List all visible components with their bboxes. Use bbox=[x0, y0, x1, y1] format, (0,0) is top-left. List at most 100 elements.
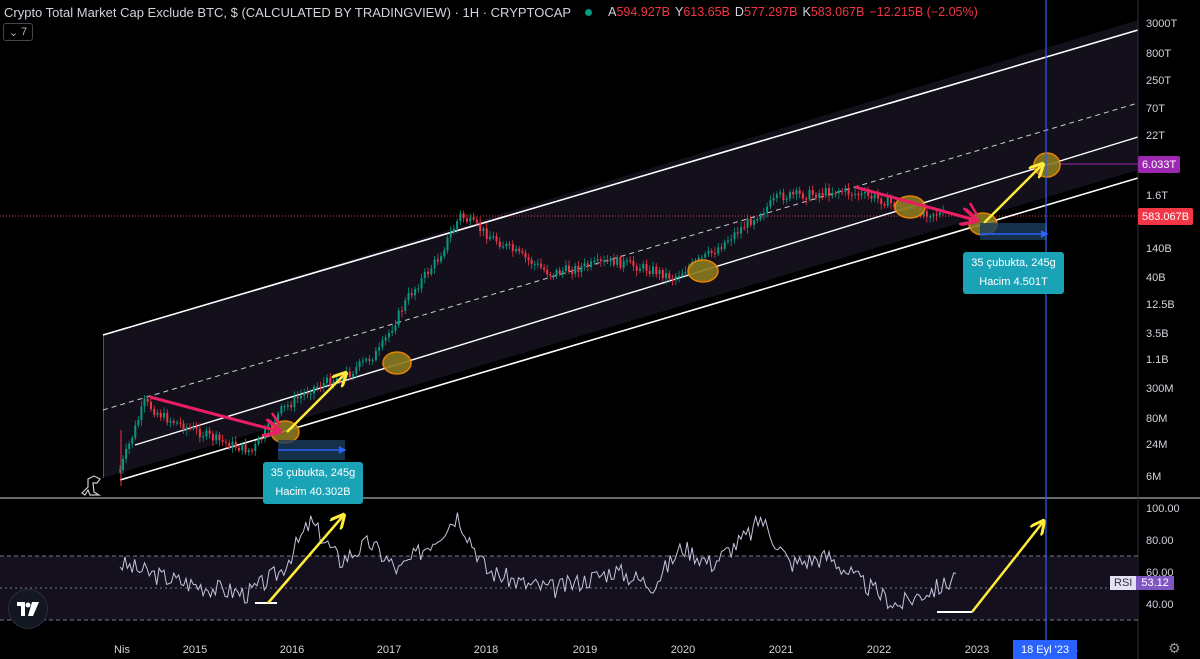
time-tick: 2020 bbox=[670, 644, 696, 656]
candle bbox=[322, 382, 325, 388]
rsi-band bbox=[0, 556, 1138, 620]
candle bbox=[824, 188, 827, 196]
ohlc-high: Y613.65B bbox=[674, 5, 730, 19]
candle bbox=[143, 398, 146, 407]
candle bbox=[638, 268, 641, 271]
candle bbox=[231, 441, 234, 449]
candle bbox=[280, 406, 283, 414]
candle bbox=[182, 423, 185, 431]
candle bbox=[244, 443, 247, 453]
candle bbox=[368, 359, 371, 361]
candle bbox=[296, 396, 299, 399]
candle bbox=[736, 232, 739, 234]
candle bbox=[404, 300, 407, 311]
indicator-count: 7 bbox=[21, 26, 28, 38]
candle bbox=[430, 268, 433, 274]
candle bbox=[805, 198, 808, 200]
rsi-value-badge: RSI 53.12 bbox=[1110, 576, 1174, 590]
candle bbox=[567, 265, 570, 272]
candle bbox=[505, 244, 508, 247]
candle bbox=[185, 426, 188, 431]
candle bbox=[527, 257, 530, 260]
candle bbox=[658, 269, 661, 275]
time-tick: 2015 bbox=[182, 644, 208, 656]
candle bbox=[530, 259, 533, 264]
candle bbox=[893, 203, 896, 208]
candle bbox=[883, 204, 886, 206]
highlight-circle bbox=[1033, 152, 1061, 178]
candle bbox=[400, 310, 403, 312]
time-tick: 2017 bbox=[376, 644, 402, 656]
measure-tooltip: 35 çubukta, 245g Hacim 4.501T bbox=[963, 252, 1064, 294]
candle bbox=[208, 430, 211, 434]
candle bbox=[489, 236, 492, 239]
symbol-title[interactable]: Crypto Total Market Cap Exclude BTC, $ (… bbox=[4, 4, 572, 20]
candle bbox=[743, 227, 746, 229]
candle bbox=[785, 198, 788, 201]
indicators-collapse-button[interactable]: ⌄ 7 bbox=[3, 23, 33, 41]
candle bbox=[606, 260, 609, 262]
candle bbox=[622, 260, 625, 268]
candle bbox=[414, 288, 417, 296]
candle bbox=[423, 271, 426, 279]
candle bbox=[821, 193, 824, 196]
candle bbox=[247, 450, 250, 453]
candle bbox=[283, 406, 286, 408]
candle bbox=[844, 188, 847, 192]
candle bbox=[163, 413, 166, 418]
candle bbox=[443, 250, 446, 257]
candle bbox=[137, 420, 140, 426]
tradingview-logo[interactable] bbox=[8, 589, 48, 629]
candle bbox=[361, 360, 364, 362]
candle bbox=[625, 260, 628, 262]
rsi-tick: 100.00 bbox=[1146, 503, 1180, 515]
candle bbox=[860, 193, 863, 196]
candle bbox=[749, 218, 752, 226]
candle bbox=[831, 192, 834, 196]
crosshair-date-label: 18 Eyl '23 bbox=[1013, 640, 1077, 659]
candle bbox=[889, 197, 892, 204]
candle bbox=[756, 219, 759, 221]
candle bbox=[726, 240, 729, 242]
candle bbox=[394, 325, 397, 331]
candle bbox=[854, 193, 857, 196]
price-tick: 1.1B bbox=[1146, 354, 1169, 366]
candle bbox=[316, 386, 319, 388]
time-tick: 2023 bbox=[964, 644, 990, 656]
candle bbox=[482, 228, 485, 232]
candle bbox=[264, 429, 267, 439]
candle bbox=[309, 393, 312, 395]
candle bbox=[195, 427, 198, 429]
candle bbox=[697, 257, 700, 261]
candle bbox=[574, 265, 577, 274]
measure-volume: Hacim 4.501T bbox=[979, 276, 1048, 288]
price-tick: 1.6T bbox=[1146, 190, 1169, 202]
candle bbox=[704, 253, 707, 258]
dinosaur-icon bbox=[81, 475, 102, 496]
candle bbox=[788, 191, 791, 199]
price-tick: 70T bbox=[1146, 103, 1165, 115]
candle bbox=[198, 428, 201, 438]
price-tick: 80M bbox=[1146, 413, 1168, 425]
candle bbox=[552, 275, 555, 277]
candle bbox=[211, 433, 214, 441]
candle bbox=[707, 250, 710, 254]
candle bbox=[740, 227, 743, 234]
price-tick: 140B bbox=[1146, 243, 1172, 255]
chevron-down-icon: ⌄ bbox=[8, 26, 19, 39]
candle bbox=[599, 259, 602, 262]
gear-icon[interactable]: ⚙ bbox=[1168, 640, 1181, 656]
candle bbox=[635, 266, 638, 271]
candle bbox=[876, 194, 879, 199]
candle bbox=[228, 442, 231, 449]
candle bbox=[766, 206, 769, 214]
candle bbox=[847, 188, 850, 195]
channel-lower-inner-line bbox=[134, 136, 1139, 446]
candle bbox=[717, 247, 720, 254]
candle bbox=[134, 425, 137, 438]
market-status-icon bbox=[585, 8, 593, 16]
candle bbox=[449, 232, 452, 238]
candle bbox=[224, 441, 227, 443]
candle bbox=[119, 469, 121, 472]
